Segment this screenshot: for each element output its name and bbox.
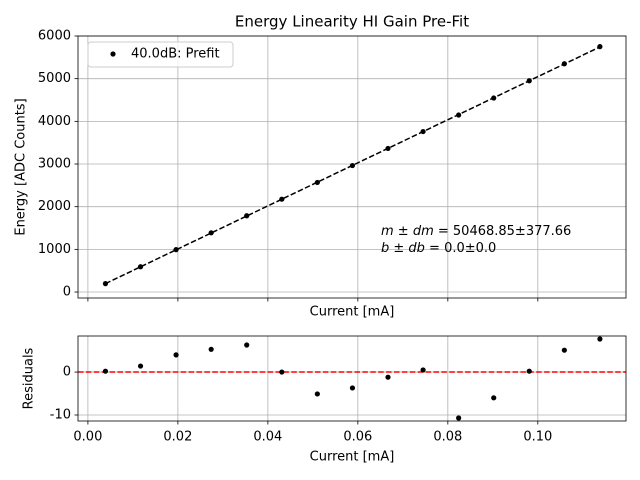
point (349, 385, 356, 391)
annotation: m ± dm = 50468.85±377.66 (381, 224, 571, 239)
point (137, 264, 144, 270)
point (102, 281, 109, 287)
point (597, 44, 603, 50)
y-tick-label: 0 (63, 365, 71, 380)
point (314, 179, 320, 186)
y-tick-label: 3000 (38, 157, 71, 172)
legend-marker (110, 51, 116, 57)
point (420, 367, 426, 373)
axes-frame (77, 335, 627, 422)
x-axis-label: Current [mA] (310, 305, 395, 320)
y-tick-label: 1000 (38, 242, 71, 257)
annotation-math: m ± dm (381, 224, 434, 239)
x-tick-label: 0.04 (253, 430, 282, 445)
annotation-math: b ± db (381, 241, 425, 256)
point (526, 368, 532, 374)
annotation-text: = 50468.85±377.66 (434, 224, 572, 239)
point (244, 342, 250, 348)
point (597, 336, 603, 342)
y-axis-label: Residuals (22, 347, 37, 409)
point (208, 346, 214, 352)
point (349, 162, 356, 169)
annotation: b ± db = 0.0±0.0 (381, 241, 496, 256)
y-tick-label: 2000 (38, 199, 71, 214)
point (491, 395, 497, 401)
x-tick-label: 0.10 (523, 430, 552, 445)
point (385, 145, 391, 152)
point (279, 196, 285, 202)
y-tick-label: 5000 (38, 71, 71, 86)
point (244, 213, 250, 219)
point (102, 368, 109, 374)
point (420, 128, 426, 135)
legend-label: 40.0dB: Prefit (131, 47, 220, 62)
y-tick-label: -10 (50, 407, 71, 422)
point (137, 363, 144, 369)
point (491, 95, 497, 101)
point (279, 369, 285, 375)
x-axis-label: Current [mA] (310, 450, 395, 465)
legend-frame (87, 41, 234, 68)
point (526, 78, 532, 84)
x-tick-label: 0.02 (163, 430, 192, 445)
y-tick-label: 0 (63, 285, 71, 300)
point (314, 391, 320, 397)
x-tick-label: 0.06 (343, 430, 372, 445)
annotation-text: = 0.0±0.0 (425, 241, 496, 256)
point (561, 61, 567, 67)
point (561, 347, 567, 353)
point (208, 230, 214, 236)
x-tick-label: 0.00 (73, 430, 102, 445)
point (173, 247, 179, 253)
point (456, 415, 462, 421)
point (173, 352, 179, 358)
y-tick-label: 4000 (38, 114, 71, 129)
x-tick-label: 0.08 (433, 430, 462, 445)
point (456, 112, 462, 118)
axes-frame (77, 35, 627, 299)
chart-title: Energy Linearity HI Gain Pre-Fit (235, 13, 469, 31)
legend: 40.0dB: Prefit (87, 41, 234, 68)
y-axis-label: Energy [ADC Counts] (14, 98, 29, 235)
y-tick-label: 6000 (38, 29, 71, 44)
point (385, 374, 391, 380)
